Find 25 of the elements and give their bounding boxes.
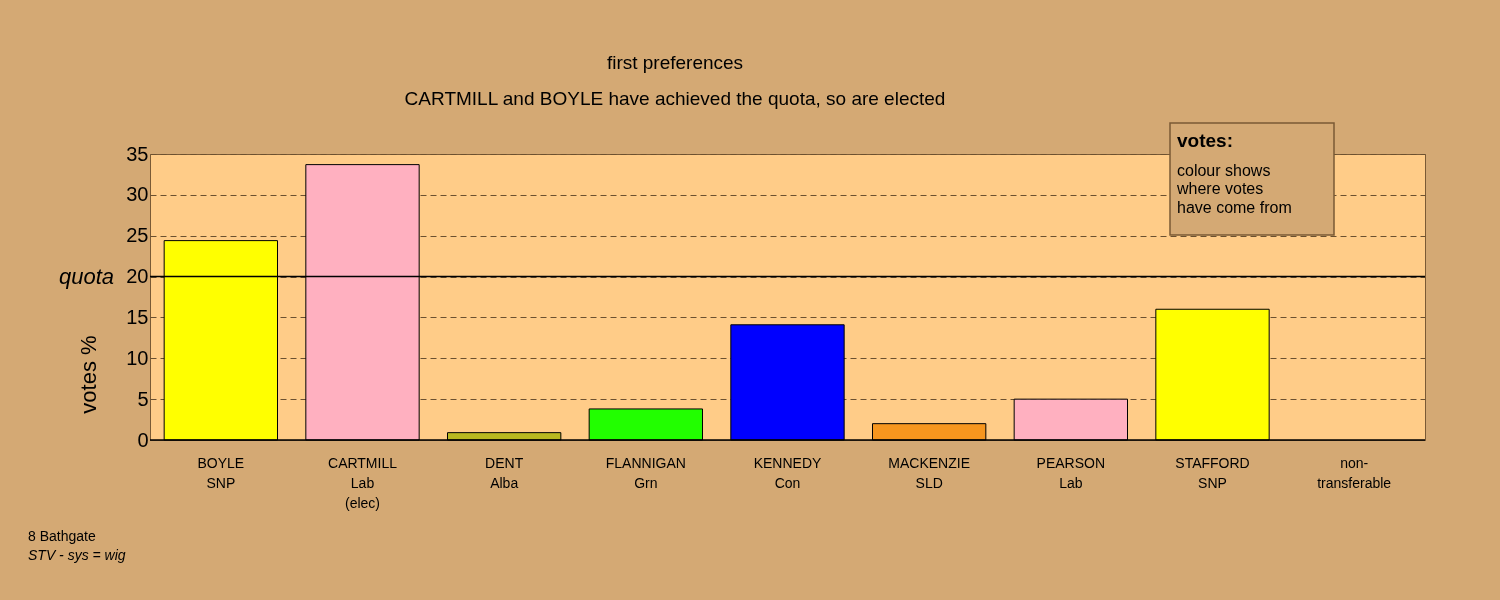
x-tick-label: BOYLE SNP — [197, 454, 245, 491]
y-tick-label: 0 — [137, 428, 149, 451]
ref-line-label: quota — [58, 263, 114, 289]
text: STV - sys = wig — [28, 547, 126, 563]
x-tick-label: STAFFORD SNP — [1175, 454, 1250, 491]
chart-title: first preferences — [606, 52, 744, 73]
y-tick-label: 5 — [137, 387, 149, 410]
y-axis-title: votes % — [75, 335, 101, 414]
y-tick-label: 15 — [126, 305, 149, 328]
y-tick-label: 20 — [126, 265, 149, 288]
y-tick-label: 35 — [126, 142, 149, 165]
x-tick-label: PEARSON Lab — [1036, 454, 1106, 491]
x-tick-label: KENNEDY Con — [753, 454, 822, 491]
x-tick-label: MACKENZIE SLD — [888, 454, 971, 491]
x-tick-label: FLANNIGAN Grn — [605, 454, 686, 491]
y-tick-label: 25 — [126, 224, 149, 247]
chart-subtitle: CARTMILL and BOYLE have achieved the quota, so are elected — [404, 88, 946, 109]
x-tick-label: CARTMILL Lab (elec) — [328, 454, 398, 511]
y-tick-label: 10 — [126, 346, 149, 369]
annotation: colour shows where votes have come from — [1176, 162, 1292, 216]
x-tick-label: non- transferable — [1317, 454, 1392, 491]
text: votes: — [1177, 130, 1233, 151]
y-tick-label: 30 — [126, 183, 149, 206]
text: 8 Bathgate — [28, 528, 96, 544]
x-tick-label: DENT Alba — [485, 454, 524, 491]
